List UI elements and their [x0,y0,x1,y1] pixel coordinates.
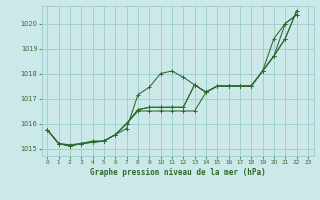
X-axis label: Graphe pression niveau de la mer (hPa): Graphe pression niveau de la mer (hPa) [90,168,266,177]
